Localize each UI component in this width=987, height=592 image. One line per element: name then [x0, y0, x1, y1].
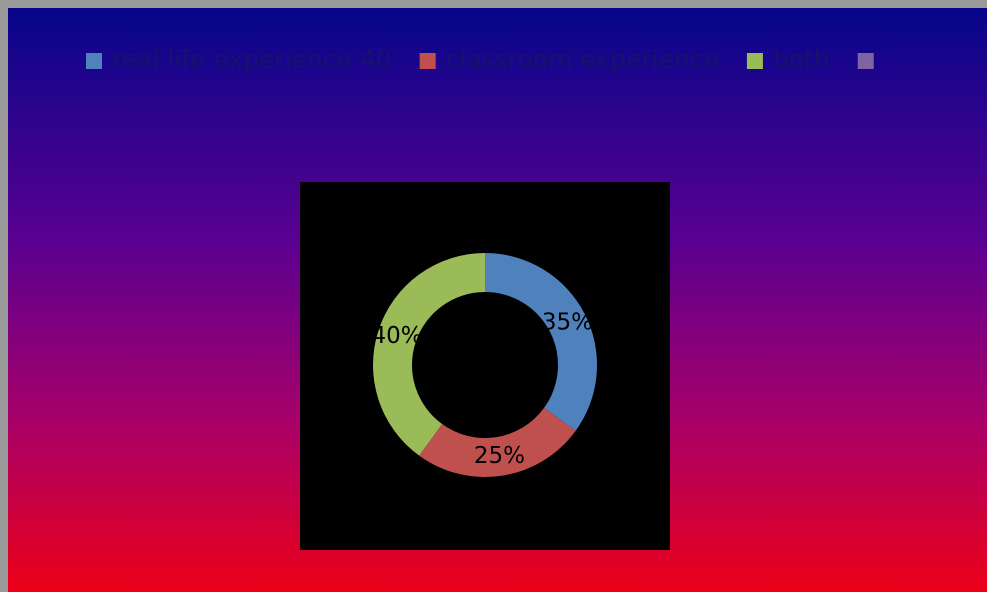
- doughnut-slice: [485, 253, 598, 431]
- legend: real life experience 40 classroom experie…: [86, 45, 874, 74]
- legend-swatch: [746, 53, 763, 69]
- data-label: 25%: [474, 443, 525, 469]
- doughnut-slice: [373, 253, 485, 456]
- plot-area: [300, 182, 670, 550]
- legend-swatch: [86, 53, 102, 69]
- data-label: 35%: [542, 310, 593, 336]
- legend-label: classroom experience: [446, 45, 719, 74]
- legend-swatch: [857, 53, 874, 69]
- legend-label: both: [773, 45, 830, 74]
- legend-label: real life experience 40: [112, 45, 392, 74]
- doughnut-slice: [419, 407, 576, 478]
- doughnut: 35% 25% 40%: [371, 253, 598, 478]
- legend-swatch: [419, 53, 436, 69]
- data-label: 40%: [371, 323, 422, 349]
